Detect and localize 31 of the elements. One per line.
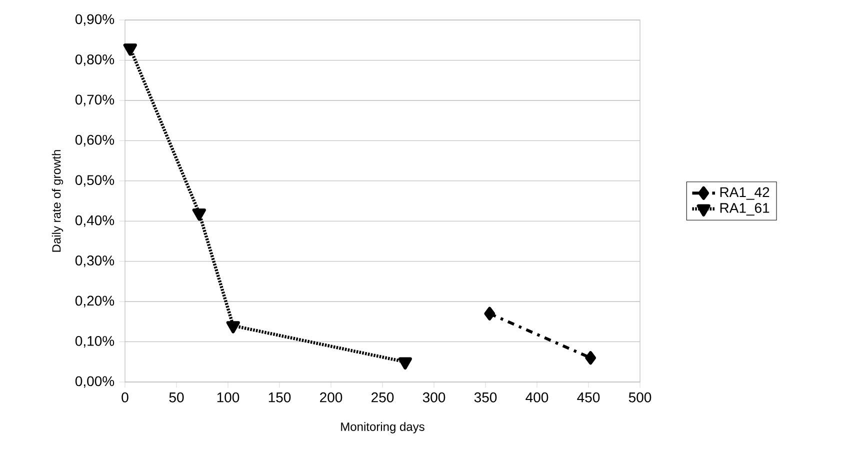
x-tick-label: 100 [217, 392, 240, 402]
point [123, 44, 137, 56]
x-tick-label: 400 [526, 392, 548, 402]
x-tick-label: 250 [372, 392, 394, 402]
legend-label: RA1_61 [720, 203, 770, 216]
point [192, 208, 206, 221]
y-tick-label: 0,40% [75, 215, 114, 227]
y-tick-label: 0,90% [75, 14, 114, 26]
point [398, 357, 412, 370]
x-tick-label: 350 [474, 392, 497, 402]
point [585, 351, 596, 365]
x-tick-label: 200 [320, 392, 342, 402]
y-tick-label: 0,60% [75, 134, 114, 146]
y-tick-label: 0,80% [75, 54, 114, 66]
x-tick-label: 450 [577, 392, 600, 402]
x-axis-title: Monitoring days [341, 422, 424, 434]
y-tick-label: 0,30% [75, 256, 114, 268]
y-tick-label: 0,10% [75, 336, 114, 348]
y-tick-label: 0,70% [75, 94, 114, 106]
x-tick-label: 0 [122, 392, 128, 402]
x-tick-label: 500 [628, 392, 652, 402]
point [484, 306, 496, 320]
y-tick-label: 0,20% [75, 296, 114, 308]
x-tick-label: 300 [422, 392, 446, 402]
y-axis-title: Daily rate of growth [52, 150, 64, 252]
x-tick-label: 50 [169, 392, 184, 402]
point [226, 321, 240, 334]
x-tick-label: 150 [268, 392, 291, 402]
legend-label: RA1_42 [720, 187, 770, 200]
y-tick-label: 0,50% [75, 175, 114, 187]
y-tick-label: 0,00% [75, 376, 114, 388]
